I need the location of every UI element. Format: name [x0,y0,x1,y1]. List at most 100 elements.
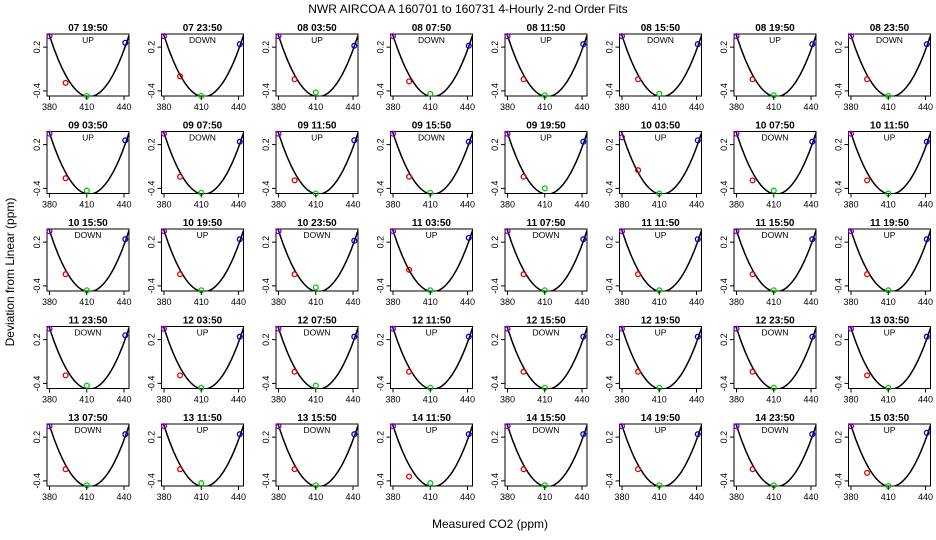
data-point [122,332,129,339]
panel-title: 09 15:50 [412,121,452,132]
panel-direction: UP [426,328,438,338]
fit-curve [735,34,816,96]
panel-title: 12 19:50 [641,316,681,327]
data-point [465,234,472,241]
data-point [520,271,527,278]
x-tick-label: 410 [881,395,896,405]
data-point [504,130,511,137]
x-tick-label: 440 [804,492,819,502]
y-tick-label: -0.4 [605,83,615,99]
x-tick-label: 440 [804,395,819,405]
y-tick-label: -0.4 [32,181,42,197]
y-tick-label: 0.2 [147,431,157,444]
data-point [177,73,184,80]
y-tick-label: 0.2 [605,41,615,54]
panel-title: 07 23:50 [183,23,223,34]
data-point [389,423,397,430]
data-point [733,325,740,332]
data-point [389,228,397,235]
data-point [160,130,168,137]
data-point [406,473,413,480]
x-tick-label: 440 [460,297,475,307]
data-point [351,333,358,340]
data-point [275,423,282,430]
x-tick-label: 410 [881,200,896,210]
data-point [406,368,413,375]
data-point [694,431,701,438]
x-tick-label: 410 [766,395,781,405]
data-point [351,237,358,244]
x-tick-label: 380 [42,200,57,210]
x-tick-label: 380 [271,102,286,112]
x-tick-label: 380 [156,395,171,405]
panel-direction: UP [426,425,438,435]
y-tick-label: 0.2 [261,431,271,444]
data-point [122,137,129,144]
data-point [389,33,397,40]
data-point [312,284,319,291]
panel-title: 12 07:50 [297,316,337,327]
data-point [427,480,434,487]
panel-direction: DOWN [876,35,903,45]
fit-curve [506,34,587,96]
panel-direction: UP [884,133,896,143]
x-tick-label: 380 [271,297,286,307]
data-point [504,325,511,332]
data-point [46,228,53,235]
data-point [177,173,184,180]
data-point [291,177,298,184]
data-point [46,423,53,430]
fit-curve [620,326,702,389]
y-tick-label: 0.2 [605,138,615,151]
x-tick-label: 410 [423,395,438,405]
data-point [351,431,358,438]
x-tick-label: 380 [156,200,171,210]
panel-direction: DOWN [762,230,789,240]
panel-title: 13 07:50 [68,413,108,424]
panel-direction: UP [197,425,209,435]
y-tick-label: -0.4 [490,83,500,99]
fit-curve [849,34,931,96]
x-tick-label: 410 [766,200,781,210]
y-tick-label: -0.4 [376,181,386,197]
fit-curve [48,131,129,194]
data-point [275,33,282,40]
x-tick-label: 380 [271,395,286,405]
data-point [312,89,319,96]
y-tick-label: 0.2 [147,236,157,249]
panel-direction: UP [540,133,552,143]
fit-curve [277,229,358,291]
x-tick-label: 410 [423,297,438,307]
data-point [864,271,871,278]
x-tick-label: 440 [346,200,361,210]
data-point [635,368,642,375]
x-tick-label: 410 [194,200,209,210]
fit-curve [735,424,816,486]
panel-direction: UP [197,230,209,240]
x-tick-label: 380 [614,102,629,112]
data-point [541,185,548,192]
x-tick-label: 380 [729,200,744,210]
x-tick-label: 440 [575,297,590,307]
y-tick-label: -0.4 [605,181,615,197]
fit-curve [162,326,244,389]
panel-title: 12 15:50 [526,316,566,327]
panel-direction: DOWN [418,133,445,143]
y-tick-label: 0.2 [261,138,271,151]
panel-title: 14 11:50 [412,413,451,424]
data-point [749,76,756,83]
x-tick-label: 410 [194,395,209,405]
data-point [864,177,871,184]
x-tick-label: 380 [385,395,400,405]
x-tick-label: 410 [537,492,552,502]
x-tick-label: 410 [881,492,896,502]
panel-title: 14 19:50 [641,413,681,424]
data-point [749,271,756,278]
